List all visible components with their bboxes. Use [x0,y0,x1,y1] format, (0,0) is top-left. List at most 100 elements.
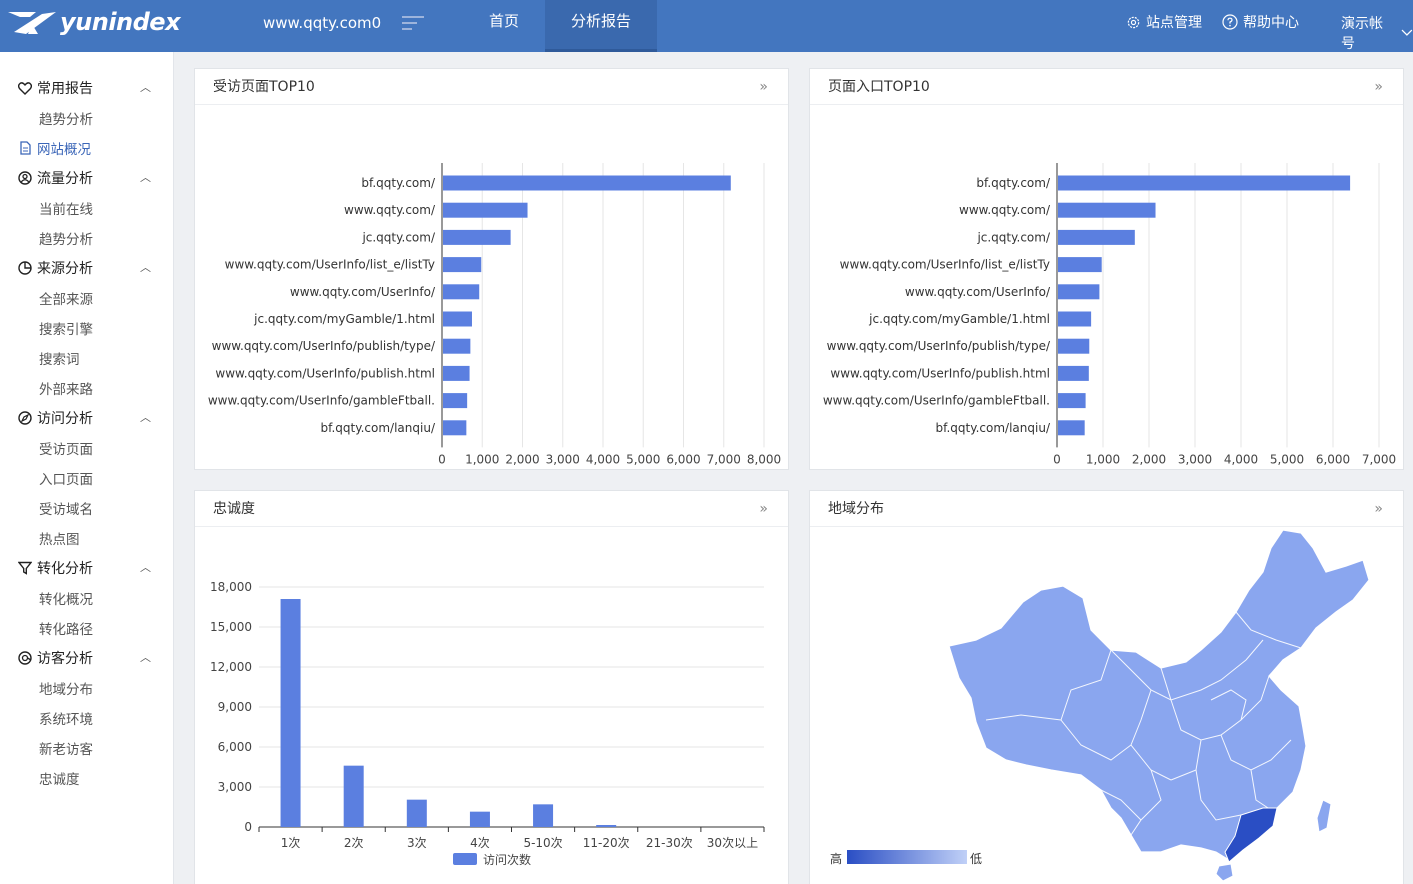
sidebar-item-conversion-overview[interactable]: 转化概况 [39,592,93,608]
bar[interactable] [1058,229,1135,245]
x-tick-label: 5-10次 [523,836,562,850]
sidebar-item-heatmap[interactable]: 热点图 [39,532,80,548]
bar[interactable] [1058,338,1090,354]
sidebar-item-conversion-path[interactable]: 转化路径 [39,622,93,638]
bar[interactable] [443,365,470,381]
card-title: 受访页面TOP10 [213,79,315,95]
sidebar-group-visits[interactable]: 访问分析 [18,408,93,428]
bar[interactable] [443,257,482,273]
sidebar-group-source[interactable]: 来源分析 [18,258,93,278]
sidebar-item-visited-pages[interactable]: 受访页面 [39,442,93,458]
card-visited-top10: 受访页面TOP10 » 0 1,000 2,000 3,000 4,000 5,000 6,… [194,68,789,470]
sidebar-group-common-reports[interactable]: 常用报告 [18,78,93,98]
sidebar-group-conversion[interactable]: 转化分析 [18,558,93,578]
chevron-down-icon [1401,29,1413,36]
collapse-caret-icon[interactable]: ︿ [140,171,151,184]
y-tick-label: 18,000 [210,580,252,594]
sidebar-group-traffic[interactable]: 流量分析 [18,168,93,188]
bar[interactable] [443,338,471,354]
map-island-hainan[interactable] [1215,863,1234,882]
bar[interactable] [1058,365,1089,381]
card-header: 受访页面TOP10 » [195,69,788,105]
category-label: bf.qqty.com/ [976,176,1051,190]
bar[interactable] [443,175,731,191]
bar[interactable] [343,765,364,827]
category-label: jc.qqty.com/ [976,230,1051,244]
heart-icon [18,81,32,95]
bar[interactable] [1058,284,1100,300]
x-tick-label: 21-30次 [646,836,693,850]
collapse-caret-icon[interactable]: ︿ [140,81,151,94]
bar[interactable] [1058,420,1085,436]
category-label: jc.qqty.com/myGamble/1.html [253,312,435,326]
bar[interactable] [596,825,617,827]
bar[interactable] [1058,175,1351,191]
sidebar-item-label: 网站概况 [37,142,91,158]
map-region-highlight[interactable] [1224,807,1278,863]
bar[interactable] [469,811,490,827]
bar[interactable] [443,393,468,409]
double-chevron-right-icon[interactable]: » [759,501,768,517]
bar[interactable] [443,311,472,327]
legend-swatch[interactable] [453,853,477,865]
sidebar-item-search-words[interactable]: 搜索词 [39,352,80,368]
logo[interactable]: yunindex [6,8,181,36]
bar[interactable] [443,284,480,300]
sidebar-item-loyalty[interactable]: 忠诚度 [39,772,80,788]
site-manage-label: 站点管理 [1146,15,1202,31]
bar[interactable] [533,804,554,827]
bar[interactable] [1058,257,1102,273]
bar[interactable] [406,799,427,827]
nav-analysis-report[interactable]: 分析报告 [545,0,657,52]
double-chevron-right-icon[interactable]: » [1374,79,1383,95]
collapse-caret-icon[interactable]: ︿ [140,261,151,274]
category-label: www.qqty.com/ [959,203,1051,217]
sidebar-item-all-sources[interactable]: 全部来源 [39,292,93,308]
sidebar-group-label: 常用报告 [37,81,93,97]
sidebar-item-system-env[interactable]: 系统环境 [39,712,93,728]
menu-toggle-icon[interactable] [402,14,426,36]
sidebar-item-new-returning[interactable]: 新老访客 [39,742,93,758]
y-tick-label: 6,000 [218,740,252,754]
card-header: 页面入口TOP10 » [810,69,1403,105]
legend-label: 访问次数 [483,852,531,867]
collapse-caret-icon[interactable]: ︿ [140,561,151,574]
sidebar-item-region[interactable]: 地域分布 [39,682,93,698]
nav-home[interactable]: 首页 [488,12,519,30]
bar[interactable] [1058,311,1092,327]
x-tick-label: 7,000 [707,452,741,466]
x-tick-label: 2,000 [1132,452,1166,466]
site-selector[interactable]: www.qqty.com0 [263,14,382,32]
legend-gradient-bar[interactable] [847,850,967,864]
y-tick-label: 15,000 [210,620,252,634]
sidebar-item-online[interactable]: 当前在线 [39,202,93,218]
loyalty-chart: 0 3,000 6,000 9,000 12,000 15,000 18,000 1次 2次 3次… [210,580,765,867]
sidebar-item-site-overview[interactable]: 网站概况 [19,138,91,158]
sidebar-item-trend-2[interactable]: 趋势分析 [39,232,93,248]
bar[interactable] [443,420,467,436]
bar[interactable] [280,599,301,827]
sidebar-item-external[interactable]: 外部来路 [39,382,93,398]
account-menu[interactable]: 演示帐号 [1341,13,1413,53]
card-region: 地域分布 » 高 [809,490,1404,884]
sidebar-group-label: 转化分析 [37,561,93,577]
double-chevron-right-icon[interactable]: » [759,79,768,95]
double-chevron-right-icon[interactable]: » [1374,501,1383,517]
bar[interactable] [443,202,528,218]
sidebar-group-visitors[interactable]: 访客分析 [18,648,93,668]
sidebar-item-trend[interactable]: 趋势分析 [39,112,93,128]
help-center-link[interactable]: 帮助中心 [1222,12,1299,32]
bar[interactable] [1058,393,1086,409]
x-tick-label: 5,000 [1270,452,1304,466]
sidebar-item-visited-domains[interactable]: 受访域名 [39,502,93,518]
bar[interactable] [1058,202,1156,218]
map-island-taiwan[interactable] [1316,799,1332,833]
x-tick-label: 2,000 [505,452,539,466]
site-manage-link[interactable]: 站点管理 [1126,12,1202,32]
sidebar-item-entry-pages[interactable]: 入口页面 [39,472,93,488]
collapse-caret-icon[interactable]: ︿ [140,411,151,424]
map-mainland[interactable] [948,529,1370,861]
collapse-caret-icon[interactable]: ︿ [140,651,151,664]
bar[interactable] [443,229,511,245]
sidebar-item-search-engine[interactable]: 搜索引擎 [39,322,93,338]
